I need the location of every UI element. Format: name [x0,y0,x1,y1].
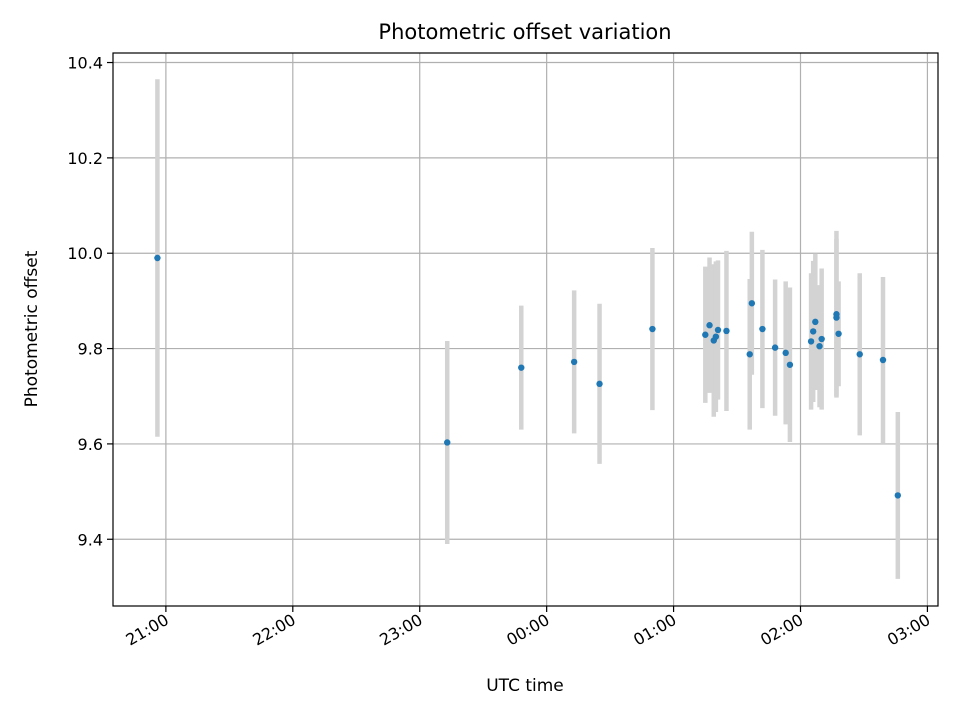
plot-frame [112,52,939,607]
data-point [786,361,794,368]
data-point [649,325,656,333]
grid [113,53,938,606]
data-point [723,327,730,335]
data-point [702,331,709,338]
data-point [894,492,902,499]
data-point [782,349,789,357]
data-point [812,318,819,326]
data-point [833,311,840,318]
y-tick-label: 10.2 [67,149,103,168]
y-tick-label: 10.4 [67,54,103,73]
data-point [856,351,863,358]
data-point [759,325,766,333]
data-point [596,380,603,388]
y-tick-label: 9.4 [78,530,103,549]
data-point [746,351,753,358]
data-point [807,338,815,345]
data-point [714,326,722,334]
data-point [748,300,756,307]
data-point [771,344,779,351]
data-point [706,322,713,329]
data-point [818,335,825,343]
chart-title: Photometric offset variation [378,20,671,44]
data-point [816,342,823,350]
y-axis-label: Photometric offset [22,250,42,407]
data-point [518,364,525,371]
y-axis-ticks: 9.4 9.6 9.8 10.0 10.2 10.4 [67,54,113,549]
data-point [809,328,817,335]
y-tick-label: 9.6 [78,435,103,454]
data-point [712,333,720,340]
data-point [444,439,451,446]
data-point [570,358,578,366]
data-point [879,356,887,364]
data-points [154,254,902,499]
x-axis-label: UTC time [486,676,564,696]
y-tick-label: 10.0 [67,244,103,263]
data-point [154,254,161,262]
data-point [835,330,842,337]
y-tick-label: 9.8 [78,340,103,359]
